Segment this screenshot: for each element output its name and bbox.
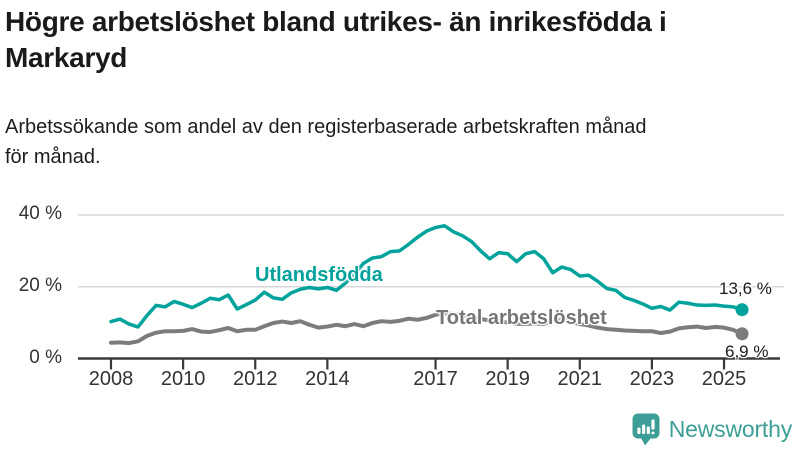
series-label-total: Total arbetslöshet [436,307,607,329]
newsworthy-wordmark: Newsworthy [668,415,792,442]
value-label-utlandsfodda: 13,6 % [719,279,772,298]
page-title: Högre arbetslöshet bland utrikes- än inr… [5,4,797,76]
series-end-dot-utlandsfodda [735,303,749,317]
series-line-total [109,311,745,346]
chart-subtitle: Arbetssökande som andel av den registerb… [5,112,797,172]
series-label-utlandsfodda: Utlandsfödda [255,264,383,286]
series-line-utlandsfodda [109,224,744,329]
newsworthy-brand: Newsworthy [632,412,792,446]
page-title-line1: Högre arbetslöshet bland utrikes- än inr… [5,6,667,37]
page-title-line2: Markaryd [5,42,128,73]
chart-subtitle-line1: Arbetssökande som andel av den registerb… [5,116,647,138]
series-end-dot-total [735,327,749,341]
newsworthy-logo-icon [632,413,660,445]
chart-subtitle-line2: för månad. [5,146,101,168]
value-label-total: 6,9 % [725,342,769,361]
